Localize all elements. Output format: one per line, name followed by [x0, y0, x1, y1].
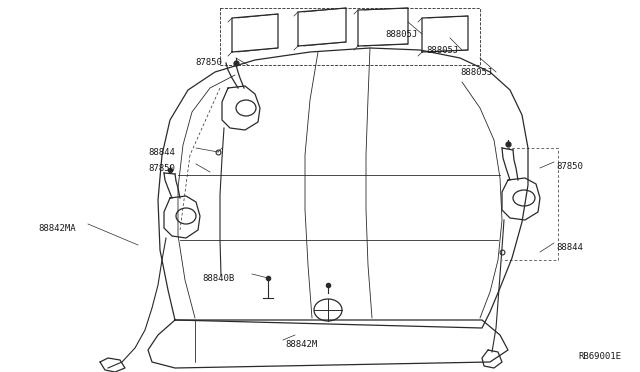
Text: 87850: 87850 — [556, 162, 583, 171]
Text: 88842MA: 88842MA — [38, 224, 76, 233]
Text: 87850: 87850 — [148, 164, 175, 173]
Text: 87850: 87850 — [195, 58, 222, 67]
Text: 88844: 88844 — [556, 243, 583, 252]
Text: 88805J: 88805J — [460, 68, 492, 77]
Text: RB69001E: RB69001E — [578, 352, 621, 361]
Text: 88840B: 88840B — [202, 274, 234, 283]
Text: 88805J: 88805J — [385, 30, 417, 39]
Text: 88844: 88844 — [148, 148, 175, 157]
Text: 88805J: 88805J — [426, 46, 458, 55]
Text: 88842M: 88842M — [285, 340, 317, 349]
